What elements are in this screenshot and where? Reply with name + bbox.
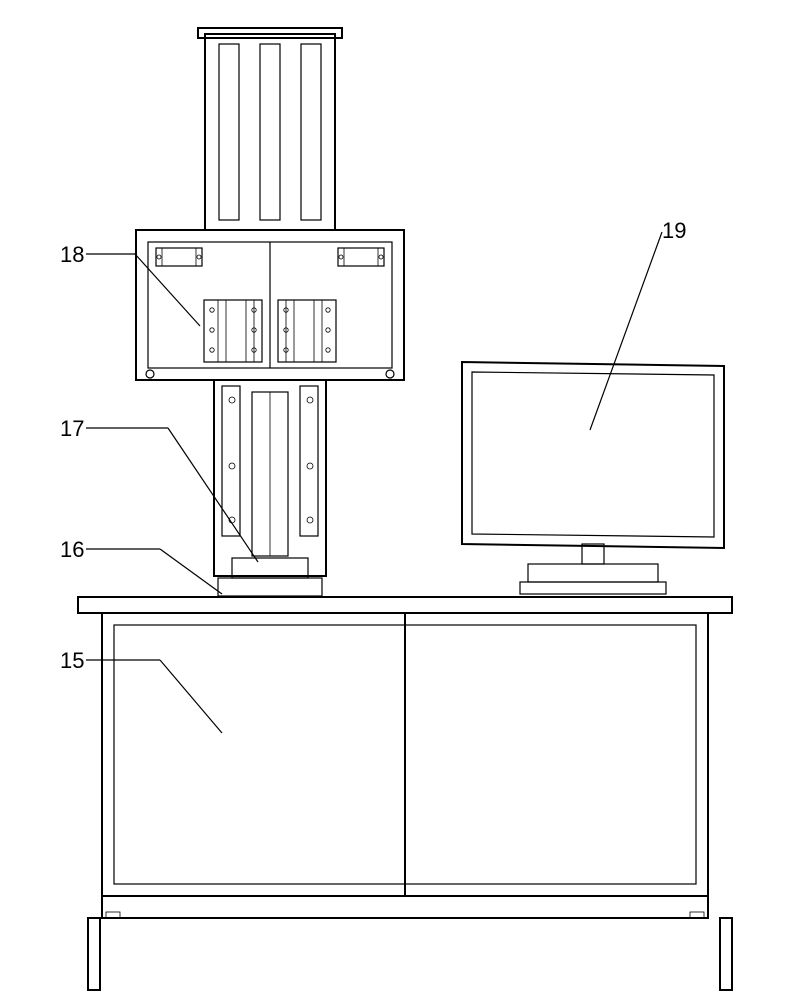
diagram-stage: 15 16 17 18 19: [0, 0, 795, 1000]
callout-label-19: 19: [662, 218, 686, 244]
diagram-svg: [0, 0, 795, 1000]
callout-label-15: 15: [60, 648, 84, 674]
callout-label-18: 18: [60, 242, 84, 268]
callout-label-16: 16: [60, 537, 84, 563]
callout-label-17: 17: [60, 416, 84, 442]
